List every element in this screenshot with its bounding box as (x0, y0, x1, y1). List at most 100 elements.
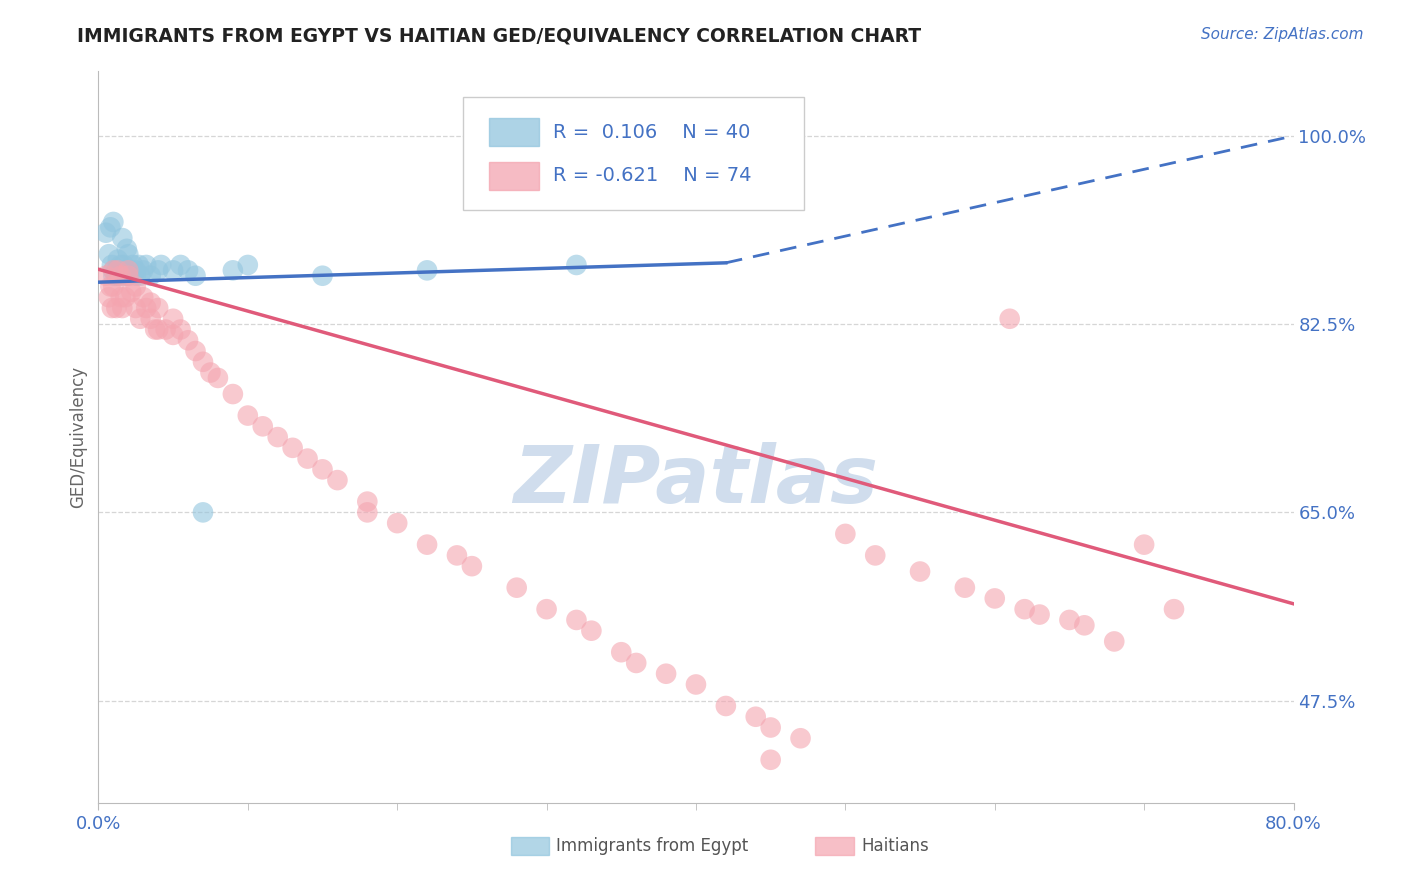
Point (115, 242, 138, 256)
Point (311, 268, 333, 283)
Point (685, 677, 707, 691)
Point (326, 473, 349, 487)
Point (385, 516, 409, 530)
Point (103, 268, 125, 283)
Point (97, 247, 120, 261)
Point (129, 311, 152, 326)
Point (177, 333, 200, 347)
Point (252, 419, 274, 434)
Point (108, 268, 131, 283)
Point (125, 268, 148, 283)
Point (97, 290, 120, 304)
Point (162, 263, 184, 277)
Point (120, 285, 142, 299)
Point (267, 430, 290, 444)
Point (759, 721, 782, 735)
Point (1163, 602, 1185, 616)
Point (114, 268, 136, 283)
Point (103, 215, 125, 229)
Text: IMMIGRANTS FROM EGYPT VS HAITIAN GED/EQUIVALENCY CORRELATION CHART: IMMIGRANTS FROM EGYPT VS HAITIAN GED/EQU… (77, 27, 921, 45)
Point (610, 645, 633, 659)
Point (184, 268, 207, 283)
Point (984, 591, 1007, 606)
Point (125, 279, 148, 293)
Point (311, 462, 333, 476)
Point (416, 263, 439, 277)
Point (98, 220, 122, 235)
Point (655, 666, 678, 681)
Point (105, 268, 128, 283)
Point (148, 263, 170, 277)
Point (416, 538, 439, 552)
Point (1059, 613, 1081, 627)
Point (207, 371, 229, 385)
Point (191, 505, 214, 519)
Text: R =  0.106    N = 40: R = 0.106 N = 40 (553, 122, 749, 142)
Text: R = -0.621    N = 74: R = -0.621 N = 74 (553, 167, 751, 186)
Point (1073, 618, 1095, 632)
Point (94, 268, 117, 283)
Point (191, 355, 214, 369)
Point (111, 231, 134, 245)
Point (143, 322, 166, 336)
Point (107, 252, 129, 267)
Point (128, 258, 150, 272)
Point (139, 295, 162, 310)
Point (1133, 538, 1156, 552)
Point (103, 279, 125, 293)
Point (162, 311, 184, 326)
Point (101, 258, 124, 272)
Text: Source: ZipAtlas.com: Source: ZipAtlas.com (1201, 27, 1364, 42)
FancyBboxPatch shape (463, 97, 804, 211)
Text: Haitians: Haitians (860, 837, 928, 855)
Point (908, 565, 931, 579)
Point (506, 581, 529, 595)
Point (110, 268, 132, 283)
Point (236, 409, 259, 423)
Point (834, 527, 856, 541)
Point (626, 656, 648, 670)
Point (110, 258, 132, 272)
Point (139, 268, 162, 283)
Point (1014, 602, 1036, 616)
Point (105, 301, 128, 315)
Point (148, 301, 170, 315)
Point (1104, 634, 1126, 648)
Point (789, 731, 811, 746)
Point (759, 753, 782, 767)
Point (112, 258, 135, 272)
FancyBboxPatch shape (489, 162, 540, 190)
Point (117, 263, 139, 277)
Text: Immigrants from Egypt: Immigrants from Egypt (557, 837, 748, 855)
Point (297, 451, 319, 466)
Point (101, 301, 124, 315)
Point (110, 263, 132, 277)
Point (103, 263, 125, 277)
Point (110, 290, 132, 304)
Point (177, 263, 200, 277)
Point (150, 258, 173, 272)
Point (135, 301, 157, 315)
Point (132, 290, 155, 304)
Point (129, 268, 152, 283)
Point (565, 613, 588, 627)
Point (107, 263, 129, 277)
Point (714, 698, 737, 713)
Point (169, 258, 191, 272)
Point (111, 301, 134, 315)
Point (356, 494, 378, 508)
Point (148, 322, 170, 336)
Point (120, 263, 142, 277)
Point (98, 279, 122, 293)
Point (356, 505, 378, 519)
Point (117, 247, 139, 261)
Point (446, 549, 468, 563)
Point (565, 258, 588, 272)
Point (953, 581, 976, 595)
Point (117, 268, 139, 283)
Point (581, 624, 603, 638)
Point (135, 258, 157, 272)
Text: ZIPatlas: ZIPatlas (513, 442, 879, 520)
Point (1028, 607, 1050, 622)
Point (103, 263, 125, 277)
